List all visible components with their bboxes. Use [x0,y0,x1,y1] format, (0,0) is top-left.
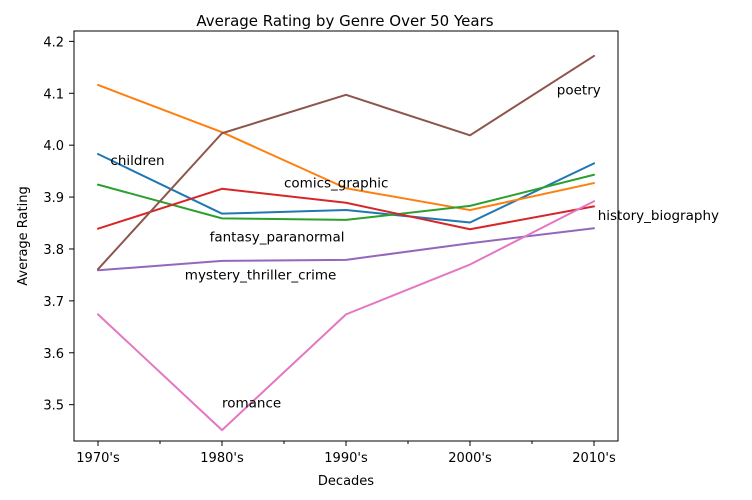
annotation-mystery-thriller-crime: mystery_thriller_crime [185,268,336,284]
annotation-romance: romance [222,395,281,411]
x-axis-label: Decades [318,474,374,489]
y-tick-label: 3.5 [43,399,64,414]
y-tick-label: 4.0 [43,139,64,154]
series-line-comics-graphic [97,83,595,212]
x-tick-label: 2010's [572,451,616,466]
x-tick-label: 1980's [200,451,244,466]
y-axis: 3.5 3.6 3.7 3.8 3.9 4.0 4.1 4.2 [43,35,74,414]
series-line-romance [97,200,595,432]
annotation-poetry: poetry [557,82,601,98]
annotation-history-biography: history_biography [598,208,719,224]
x-tick-label: 2000's [448,451,492,466]
series-annotations: children comics_graphic fantasy_paranormal… [110,82,719,411]
plot-area [97,54,595,432]
y-tick-label: 3.6 [43,347,64,362]
series-line-poetry [97,54,595,271]
x-tick-label: 1970's [76,451,120,466]
x-axis: 1970's 1980's 1990's 2000's 2010's [76,441,616,466]
annotation-children: children [110,153,164,169]
series-line-history-biography [97,187,595,231]
annotation-comics-graphic: comics_graphic [284,176,388,192]
y-axis-label: Average Rating [16,186,31,285]
y-tick-label: 4.1 [43,87,64,102]
series-line-fantasy-paranormal [97,173,595,221]
y-tick-label: 3.9 [43,191,64,206]
y-tick-label: 4.2 [43,35,64,50]
y-tick-label: 3.7 [43,295,64,310]
chart-title: Average Rating by Genre Over 50 Years [196,12,493,30]
x-tick-label: 1990's [324,451,368,466]
annotation-fantasy-paranormal: fantasy_paranormal [210,230,345,246]
series-line-mystery-thriller-crime [97,227,595,272]
y-tick-label: 3.8 [43,243,64,258]
series-line-children [97,153,595,224]
